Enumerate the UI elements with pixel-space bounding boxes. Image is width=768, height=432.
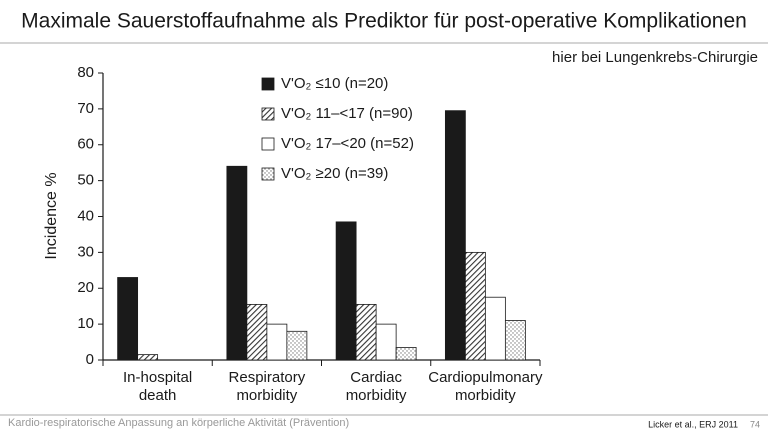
bar xyxy=(335,221,357,361)
bar xyxy=(464,251,486,361)
citation: Licker et al., ERJ 2011 xyxy=(648,419,738,429)
y-tick-label: 20 xyxy=(77,279,94,296)
bar xyxy=(117,277,139,361)
legend-label: V'O₂ 17–<20 (n=52) xyxy=(281,135,414,152)
slide-title: Maximale Sauerstoffaufnahme als Predikto… xyxy=(21,10,747,33)
x-tick-label: morbidity xyxy=(455,387,516,404)
bar xyxy=(226,165,248,361)
bar xyxy=(504,320,526,361)
slide-subtitle: hier bei Lungenkrebs-Chirurgie xyxy=(552,49,758,66)
legend-label: V'O₂ ≥20 (n=39) xyxy=(281,165,388,182)
page-number: 74 xyxy=(750,419,760,429)
legend-label: V'O₂ 11–<17 (n=90) xyxy=(281,105,413,122)
legend-swatch xyxy=(261,77,275,91)
bar xyxy=(355,303,377,361)
y-tick-label: 80 xyxy=(77,64,94,81)
legend-swatch xyxy=(261,107,275,121)
bar xyxy=(444,110,466,361)
x-tick-label: death xyxy=(139,387,177,404)
y-tick-label: 40 xyxy=(77,207,94,224)
y-tick-label: 0 xyxy=(86,351,94,368)
legend-swatch xyxy=(261,167,275,181)
x-tick-label: morbidity xyxy=(346,387,407,404)
x-tick-label: Respiratory xyxy=(229,369,306,386)
bar xyxy=(266,323,288,361)
footer: Kardio-respiratorische Anpassung an körp… xyxy=(8,417,349,429)
legend-label: V'O₂ ≤10 (n=20) xyxy=(281,75,388,92)
bar xyxy=(395,347,417,361)
y-tick-label: 10 xyxy=(77,315,94,332)
bar xyxy=(484,296,506,361)
y-tick-label: 30 xyxy=(77,243,94,260)
x-tick-label: Cardiopulmonary xyxy=(428,369,543,386)
legend-swatch xyxy=(261,137,275,151)
y-tick-label: 60 xyxy=(77,136,94,153)
bar xyxy=(375,323,397,361)
x-tick-label: morbidity xyxy=(236,387,297,404)
bar xyxy=(246,303,268,361)
y-tick-label: 70 xyxy=(77,100,94,117)
bar xyxy=(137,354,159,361)
bar xyxy=(286,330,308,361)
x-tick-label: In-hospital xyxy=(123,369,192,386)
x-tick-label: Cardiac xyxy=(350,369,402,386)
y-axis-label: Incidence % xyxy=(43,172,60,259)
y-tick-label: 50 xyxy=(77,172,94,189)
